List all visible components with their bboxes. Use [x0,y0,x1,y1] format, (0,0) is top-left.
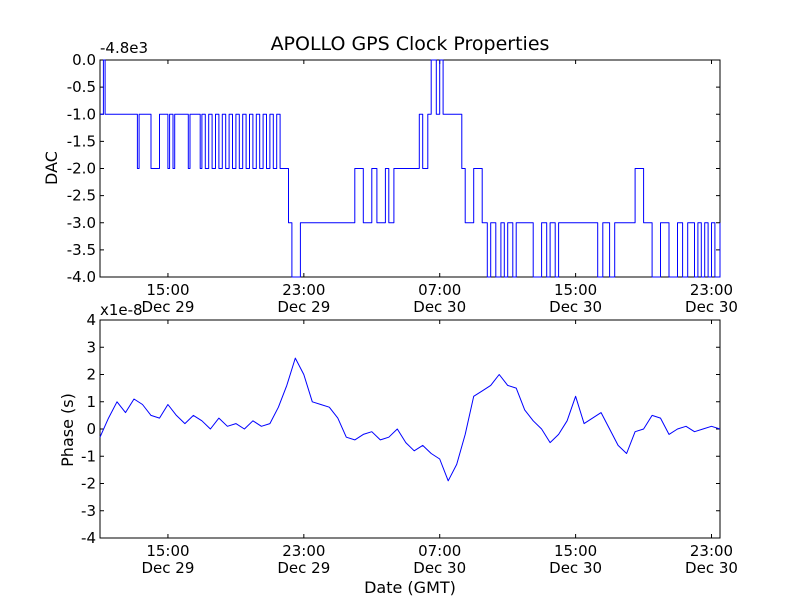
dac-ytick-label: -3.5 [67,241,96,259]
phase-x-label: Date (GMT) [364,578,456,597]
dac-offset-text: -4.8e3 [100,39,148,57]
dac-xtick-date: Dec 30 [685,298,738,316]
phase-ytick-label: 0 [86,420,96,438]
phase-xtick-time: 07:00 [418,542,461,560]
phase-xtick-time: 23:00 [690,542,733,560]
dac-ytick-label: -4.0 [67,268,96,286]
dac-ytick-label: 0.0 [72,51,96,69]
phase-ytick-label: 3 [86,338,96,356]
phase-offset-text: x1e-8 [100,301,143,319]
phase-ytick-label: -1 [81,447,96,465]
phase-ytick-label: -2 [81,475,96,493]
dac-xtick-time: 23:00 [690,281,733,299]
dac-ytick-label: -2.0 [67,160,96,178]
dac-ytick-label: -0.5 [67,78,96,96]
figure-title: APOLLO GPS Clock Properties [271,33,550,55]
phase-ytick-label: 2 [86,366,96,384]
dac-xtick-date: Dec 29 [141,298,194,316]
dac-plot: 0.0 -0.5 -1.0 -1.5 -2.0 -2.5 -3.0 -3.5 -4.0 15:0… [42,39,738,316]
dac-xtick-date: Dec 29 [277,298,330,316]
phase-ytick-label: -4 [81,529,96,547]
dac-y-label: DAC [42,151,61,185]
dac-xtick-time: 15:00 [146,281,189,299]
phase-xtick-time: 23:00 [282,542,325,560]
dac-xtick-time: 23:00 [282,281,325,299]
dac-ytick-label: -3.0 [67,214,96,232]
phase-xtick-date: Dec 30 [413,559,466,577]
phase-ytick-label: 4 [86,311,96,329]
dac-xtick-date: Dec 30 [549,298,602,316]
phase-xtick-date: Dec 30 [549,559,602,577]
dac-ytick-label: -1.0 [67,105,96,123]
phase-xtick-time: 15:00 [146,542,189,560]
dac-xtick-date: Dec 30 [413,298,466,316]
dac-series-line [100,59,721,278]
phase-xtick-time: 15:00 [554,542,597,560]
dac-ytick-label: -2.5 [67,187,96,205]
dac-y-axis: 0.0 -0.5 -1.0 -1.5 -2.0 -2.5 -3.0 -3.5 -4.0 [67,51,720,286]
phase-ytick-label: 1 [86,393,96,411]
dac-ytick-label: -1.5 [67,132,96,150]
phase-plot-frame [99,319,721,539]
dac-xtick-time: 07:00 [418,281,461,299]
phase-xtick-date: Dec 29 [141,559,194,577]
phase-xtick-date: Dec 29 [277,559,330,577]
phase-y-axis: 4 3 2 1 0 -1 -2 -3 -4 [81,311,720,547]
phase-xtick-date: Dec 30 [685,559,738,577]
dac-xtick-time: 15:00 [554,281,597,299]
phase-series-line [99,357,721,482]
phase-y-label: Phase (s) [58,393,77,467]
phase-ytick-label: -3 [81,502,96,520]
